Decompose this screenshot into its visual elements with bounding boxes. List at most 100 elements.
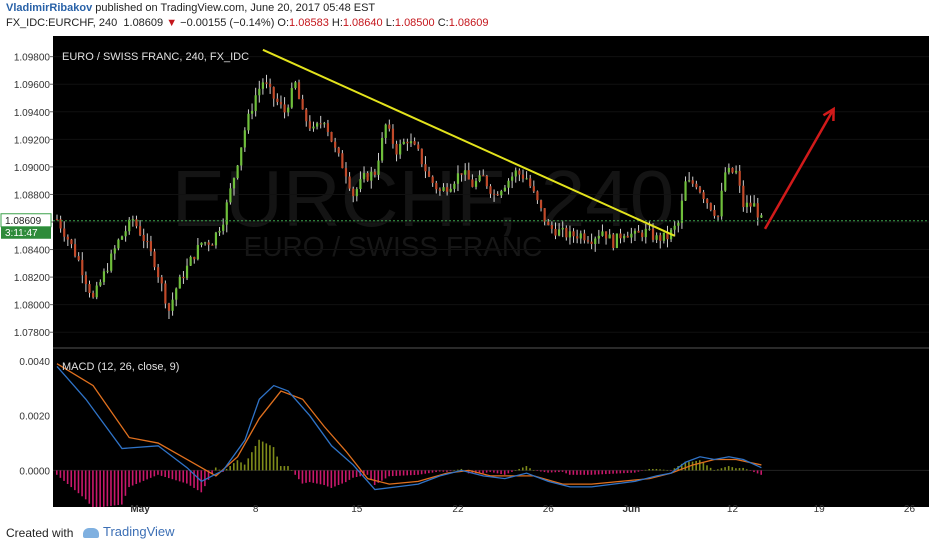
macd-histogram-bar: [153, 470, 156, 477]
macd-histogram-bar: [207, 470, 210, 480]
macd-histogram-bar: [597, 470, 600, 475]
macd-histogram-bar: [139, 470, 141, 483]
macd-histogram-bar: [511, 470, 513, 472]
macd-histogram-bar: [691, 461, 694, 471]
price-tick-label: 1.09000: [14, 163, 51, 174]
macd-histogram-bar: [608, 470, 611, 474]
macd-histogram-bar: [193, 470, 195, 488]
last-price-badge: [0, 213, 52, 228]
macd-histogram-bar: [316, 470, 318, 484]
candle-body: [193, 256, 196, 260]
candle-body: [341, 153, 344, 169]
macd-histogram-bar: [742, 467, 744, 471]
macd-histogram-bar: [561, 470, 564, 472]
macd-histogram-bar: [236, 460, 239, 471]
publish-info: published on TradingView.com, June 20, 2…: [95, 2, 376, 14]
candle-body: [543, 208, 546, 222]
candle-body: [590, 241, 593, 245]
price-tick-label: 1.09200: [14, 135, 51, 146]
candle-body: [110, 253, 113, 271]
candle-body: [370, 171, 373, 181]
candle-body: [633, 230, 637, 234]
macd-histogram-bar: [652, 468, 654, 471]
macd-histogram-bar: [77, 470, 80, 494]
candle-body: [507, 180, 510, 188]
candle-body: [409, 141, 413, 144]
macd-histogram-bar: [605, 470, 607, 475]
candle-body: [427, 171, 431, 177]
candle-body: [579, 233, 582, 239]
macd-histogram-bar: [760, 470, 762, 475]
macd-histogram-bar: [175, 470, 177, 481]
macd-histogram-bar: [543, 470, 546, 473]
macd-histogram-bar: [583, 470, 585, 475]
candle-body: [164, 283, 167, 304]
candle-body: [157, 267, 160, 278]
macd-histogram-bar: [431, 470, 434, 473]
macd-histogram-bar: [157, 470, 159, 475]
macd-histogram-bar: [146, 470, 148, 480]
candle-body: [608, 234, 611, 239]
candle-body: [305, 109, 308, 122]
macd-histogram-bar: [706, 465, 708, 471]
candle-body: [261, 82, 264, 89]
macd-histogram-bar: [352, 470, 354, 478]
macd-histogram-bar: [388, 470, 390, 477]
macd-histogram-bar: [637, 470, 640, 472]
macd-histogram-bar: [204, 470, 206, 487]
candle-body: [131, 219, 134, 221]
candle-body: [417, 144, 420, 149]
candle-body: [619, 233, 622, 239]
macd-histogram-bar: [449, 470, 452, 472]
macd-histogram-bar: [478, 470, 481, 474]
candle-body: [204, 242, 207, 244]
author-link[interactable]: VladimirRibakov: [6, 2, 93, 14]
candle-body: [547, 221, 550, 226]
macd-histogram-bar: [229, 466, 231, 471]
price-tick-label: 1.08400: [14, 246, 51, 257]
candle-body: [514, 170, 517, 177]
resistance-trendline: [262, 48, 676, 237]
macd-histogram-bar: [655, 468, 658, 471]
macd-histogram-bar: [554, 470, 557, 473]
low-label: L:: [385, 17, 395, 29]
macd-histogram-bar: [326, 470, 329, 487]
candle-body: [178, 276, 181, 289]
macd-histogram-bar: [211, 470, 213, 474]
candle-body: [525, 178, 528, 180]
macd-histogram-bar: [171, 470, 174, 480]
candle-body: [326, 123, 330, 132]
candle-body: [222, 224, 225, 231]
candle-body: [474, 181, 478, 187]
candle-body: [637, 230, 640, 233]
candle-body: [576, 236, 579, 239]
candle-body: [554, 228, 557, 236]
low-value: 1.08500: [394, 17, 435, 29]
candle-body: [384, 124, 387, 138]
macd-histogram-bar: [59, 470, 62, 478]
candle-body: [742, 185, 745, 208]
macd-histogram-bar: [319, 470, 322, 485]
candle-body: [753, 203, 756, 207]
price-tick-label: 1.08800: [14, 190, 51, 201]
tradingview-brand[interactable]: TradingView: [83, 524, 175, 539]
candle-body: [586, 240, 590, 242]
bullish-arrow-head: [822, 106, 835, 122]
macd-histogram-bar: [131, 470, 134, 486]
candle-body: [243, 130, 246, 148]
macd-histogram-bar: [540, 470, 542, 472]
macd-histogram-bar: [684, 461, 687, 471]
macd-histogram-bar: [265, 443, 268, 471]
candle-body: [312, 126, 315, 129]
macd-histogram-bar: [330, 470, 333, 488]
macd-histogram-bar: [269, 445, 271, 471]
candle-body: [431, 176, 434, 183]
macd-histogram-bar: [92, 470, 94, 509]
chart-svg[interactable]: EURCHF, 240 EURO / SWISS FRANC EURO / SW…: [53, 36, 929, 509]
macd-histogram-bar: [341, 470, 343, 484]
candle-body: [399, 144, 402, 155]
macd-histogram-bar: [406, 470, 408, 476]
chart-area[interactable]: EURCHF, 240 EURO / SWISS FRANC EURO / SW…: [53, 36, 929, 509]
macd-histogram-bar: [514, 470, 517, 471]
macd-histogram-bar: [496, 470, 499, 474]
